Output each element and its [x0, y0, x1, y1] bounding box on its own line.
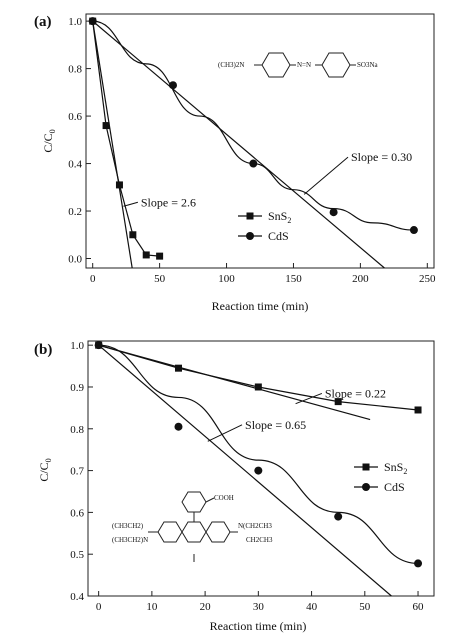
annotation-pointer-b-0 — [295, 392, 323, 405]
annotation-a-1: Slope = 0.30 — [351, 150, 412, 164]
chart-panel-a: (a) C/C0 Reaction time (min) (CH3)2N N=N… — [34, 13, 436, 313]
legend-b: SnS2 CdS — [354, 460, 407, 494]
point-cds-b-2 — [254, 466, 263, 475]
y-tick-label-b-6: 1.0 — [70, 340, 84, 352]
point-cds-a-2 — [249, 159, 258, 168]
point-cds-a-4 — [409, 226, 418, 235]
y-tick-label-a-1: 0.2 — [68, 206, 82, 218]
legend-a-label-sns2: SnS2 — [268, 209, 291, 225]
molecule-b-right-amine-2: CH2CH3 — [246, 536, 273, 544]
y-tick-label-b-3: 0.7 — [70, 466, 84, 478]
point-sns2-a-5 — [156, 252, 164, 260]
point-cds-b-1 — [174, 422, 183, 431]
legend-b-label-sns2: SnS2 — [384, 460, 407, 476]
x-tick-label-a-0: 0 — [90, 273, 96, 285]
plot-frame-b — [87, 340, 435, 597]
point-cds-b-3 — [334, 512, 343, 521]
y-tick-label-b-0: 0.4 — [70, 591, 84, 603]
x-tick-label-b-6: 60 — [413, 601, 425, 613]
molecule-a-right-group: SO3Na — [357, 61, 379, 69]
y-tick-label-b-5: 0.9 — [70, 382, 84, 394]
y-tick-label-b-2: 0.6 — [70, 507, 84, 519]
series-line-sns2-a — [92, 21, 160, 257]
molecule-b-acid-group: COOH — [214, 494, 234, 502]
molecule-b-top-ring — [181, 491, 207, 513]
molecule-b-left-amine: (CH3CH2) — [112, 522, 144, 530]
point-sns2-b-2 — [254, 383, 262, 391]
y-tick-label-a-2: 0.4 — [68, 159, 82, 171]
y-tick-label-b-1: 0.5 — [70, 549, 84, 561]
legend-b-marker-sns2 — [362, 463, 370, 471]
legend-a-label-cds: CdS — [268, 229, 289, 243]
y-tick-label-b-4: 0.8 — [70, 424, 84, 436]
point-sns2-b-3 — [334, 398, 342, 406]
molecule-b-right-ring — [205, 521, 231, 543]
x-tick-label-b-4: 40 — [306, 601, 318, 613]
point-cds-b-4 — [414, 559, 423, 568]
x-tick-label-a-2: 100 — [218, 273, 235, 285]
point-sns2-b-4 — [414, 406, 422, 414]
annotation-pointer-b-1 — [207, 424, 243, 442]
annotation-pointer-a-0 — [123, 201, 139, 207]
molecule-b-center-ring — [181, 521, 207, 543]
x-tick-label-b-5: 50 — [359, 601, 371, 613]
y-tick-label-a-3: 0.6 — [68, 111, 82, 123]
x-axis-title-b: Reaction time (min) — [210, 619, 307, 633]
annotation-b-0: Slope = 0.22 — [325, 386, 386, 400]
point-sns2-a-4 — [142, 251, 150, 259]
x-tick-label-a-3: 150 — [285, 273, 302, 285]
fit-line-b-1 — [98, 344, 392, 597]
x-tick-label-a-4: 200 — [352, 273, 369, 285]
point-cds-a-1 — [169, 81, 177, 90]
panel-b-label: (b) — [34, 342, 52, 358]
molecule-b-left-amine-2: (CH3CH2)N — [112, 536, 148, 544]
cds-curve-b — [98, 344, 419, 564]
x-tick-label-a-1: 50 — [154, 273, 166, 285]
point-sns2-b-1 — [174, 364, 182, 372]
legend-a-marker-sns2 — [246, 212, 254, 220]
y-axis-title-b: C/C0 — [37, 458, 53, 481]
fit-line-a-0 — [92, 21, 133, 269]
fit-line-a-1 — [92, 20, 385, 269]
point-sns2-a-3 — [129, 231, 137, 239]
y-tick-label-a-5: 1.0 — [68, 16, 82, 28]
molecule-a: (CH3)2N N=N SO3Na — [218, 52, 379, 78]
azo-group: N=N — [297, 61, 311, 69]
panel-a-label: (a) — [34, 14, 52, 30]
x-tick-label-b-2: 20 — [200, 601, 212, 613]
legend-a: SnS2 CdS — [238, 209, 291, 243]
fit-line-b-0 — [98, 344, 371, 421]
y-tick-label-a-0: 0.0 — [68, 254, 82, 266]
legend-a-marker-cds — [246, 232, 254, 240]
plot-frame-a — [85, 13, 435, 269]
molecule-b-left-ring — [157, 521, 183, 543]
x-tick-label-a-5: 250 — [419, 273, 436, 285]
legend-b-marker-cds — [362, 483, 370, 491]
y-axis-title-a: C/C0 — [41, 129, 57, 152]
point-sns2-a-1 — [102, 122, 110, 130]
molecule-a-left-group: (CH3)2N — [218, 61, 244, 69]
molecule-b-right-amine: N(CH2CH3 — [238, 522, 272, 530]
annotation-b-1: Slope = 0.65 — [245, 418, 306, 432]
point-cds-a-3 — [329, 208, 338, 217]
x-axis-title-a: Reaction time (min) — [212, 299, 309, 313]
x-tick-label-b-1: 10 — [146, 601, 158, 613]
benzene-ring-1 — [261, 52, 291, 78]
legend-b-label-cds: CdS — [384, 480, 405, 494]
x-tick-label-b-3: 30 — [253, 601, 265, 613]
annotation-pointer-a-1 — [303, 156, 349, 195]
y-tick-label-a-4: 0.8 — [68, 64, 82, 76]
molecule-b: COOH (CH3CH2) (CH3CH2)N N(CH2CH3 CH2CH3 — [112, 491, 273, 562]
benzene-ring-2 — [321, 52, 351, 78]
chart-panel-b: (b) C/C0 Reaction time (min) COOH (CH3CH… — [34, 340, 435, 633]
x-tick-label-b-0: 0 — [96, 601, 102, 613]
annotation-a-0: Slope = 2.6 — [141, 195, 196, 209]
